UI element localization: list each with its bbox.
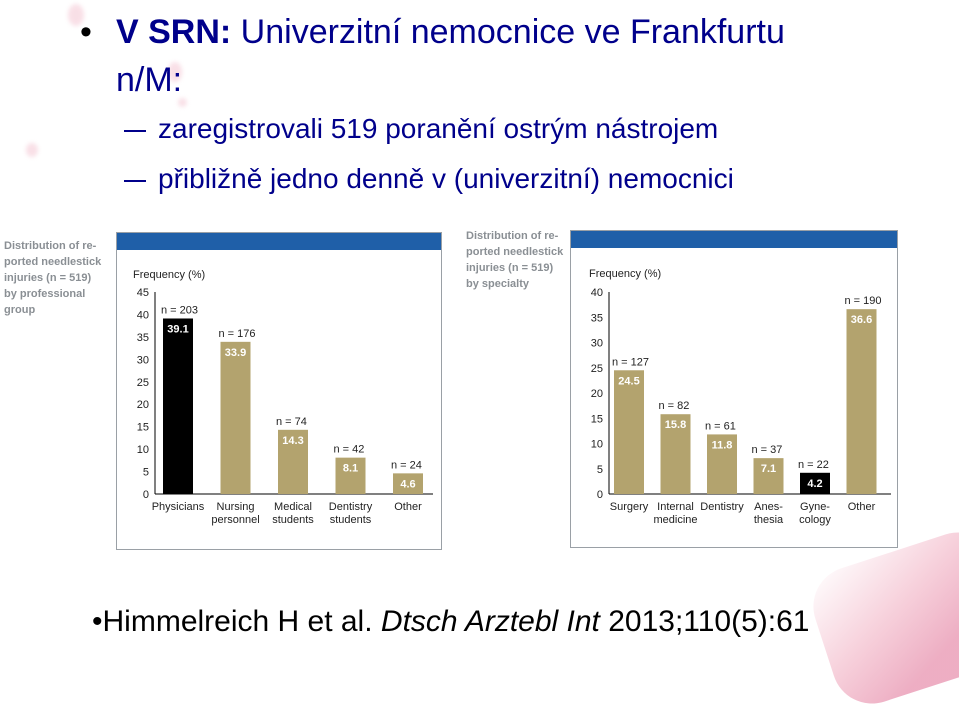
bar-n-label: n = 127 [612, 356, 649, 368]
slide-title: V SRN: Univerzitní nemocnice ve Frankfur… [116, 12, 785, 52]
x-tick-label: Other [848, 501, 876, 513]
bar-n-label: n = 42 [334, 444, 365, 456]
decor-blob [26, 143, 38, 157]
y-tick-label: 20 [591, 388, 603, 400]
y-tick-label: 40 [591, 287, 603, 299]
y-axis-label: Frequency (%) [133, 269, 205, 281]
y-tick-label: 30 [591, 338, 603, 350]
bar [220, 341, 251, 494]
y-tick-label: 30 [137, 354, 149, 366]
bar-n-label: n = 82 [659, 400, 690, 412]
y-tick-label: 0 [143, 489, 149, 501]
y-tick-label: 20 [137, 399, 149, 411]
decor-blob [168, 62, 182, 82]
y-tick-label: 25 [137, 377, 149, 389]
x-tick-label: Medical [274, 501, 312, 513]
x-tick-label: personnel [211, 514, 259, 526]
chart-svg: Frequency (%) 0 5 10 15 20 25 30 35 40 24.5 n = 127… [589, 268, 891, 526]
citation-journal: Dtsch Arztebl Int [380, 605, 600, 638]
subpoint-2-text: přibližně jedno denně v (univerzitní) ne… [158, 163, 734, 194]
x-tick-label: Internal [657, 501, 694, 513]
x-tick-label: Anes- [754, 501, 783, 513]
dash-marker [124, 129, 146, 132]
bar-n-label: n = 176 [219, 328, 256, 340]
x-tick-label: Other [394, 501, 422, 513]
bar [753, 458, 784, 494]
bar [393, 473, 423, 494]
x-tick-label: Nursing [217, 501, 255, 513]
bar-value-label: 11.8 [712, 439, 733, 451]
chart-header-bar [571, 231, 897, 248]
bar [707, 434, 737, 494]
y-tick-label: 10 [591, 439, 603, 451]
decor-blob [178, 98, 187, 107]
bar-n-label: n = 203 [161, 304, 198, 316]
bar [614, 370, 644, 494]
bar-value-label: 4.6 [400, 478, 415, 490]
y-tick-label: 15 [591, 413, 603, 425]
chart-caption-left: Distribution of re-ported needlestick in… [4, 240, 102, 316]
x-tick-label: students [330, 514, 372, 526]
subpoint-1: zaregistrovali 519 poranění ostrým nástr… [124, 112, 718, 146]
y-tick-label: 15 [137, 422, 149, 434]
x-tick-label: Surgery [610, 501, 649, 513]
bar [846, 309, 877, 494]
bar [278, 429, 308, 494]
bar-value-label: 39.1 [167, 323, 188, 335]
bar-value-label: 14.3 [282, 435, 303, 447]
bar-value-label: 24.5 [618, 375, 639, 387]
y-tick-label: 5 [597, 464, 603, 476]
chart-professional-group: Frequency (%) 0 5 10 15 20 25 30 35 40 45 39.1 n = 2… [116, 232, 442, 550]
bar [335, 457, 366, 494]
x-tick-label: Physicians [152, 501, 205, 513]
bar [660, 414, 691, 494]
x-tick-label: Dentistry [700, 501, 744, 513]
decor-band [803, 522, 959, 714]
bar-n-label: n = 37 [752, 444, 783, 456]
y-tick-label: 45 [137, 287, 149, 299]
bar-value-label: 36.6 [851, 314, 872, 326]
chart-specialty: Frequency (%) 0 5 10 15 20 25 30 35 40 24.5 n = 127… [570, 230, 898, 548]
y-tick-label: 40 [137, 309, 149, 321]
title-bold: V SRN: [116, 13, 232, 51]
decor-blob [68, 4, 84, 26]
y-tick-label: 0 [597, 489, 603, 501]
citation-suffix: 2013;110(5):61 [599, 605, 810, 638]
x-tick-label: Gyne- [800, 501, 830, 513]
bar-value-label: 8.1 [343, 463, 358, 475]
bar-n-label: n = 24 [391, 459, 422, 471]
y-tick-label: 10 [137, 444, 149, 456]
title-rest: Univerzitní nemocnice ve Frankfurtu [231, 13, 785, 51]
bar-n-label: n = 74 [276, 416, 307, 428]
chart-header-bar [117, 233, 441, 250]
citation: •Himmelreich H et al. Dtsch Arztebl Int … [92, 604, 809, 640]
dash-marker [124, 179, 146, 182]
bar-value-label: 15.8 [665, 419, 686, 431]
x-tick-label: cology [799, 514, 831, 526]
bar-n-label: n = 22 [798, 459, 829, 471]
subpoint-2: přibližně jedno denně v (univerzitní) ne… [124, 162, 734, 196]
bar [163, 318, 193, 494]
bar-value-label: 7.1 [761, 463, 776, 475]
chart-svg: Frequency (%) 0 5 10 15 20 25 30 35 40 45 39.1 n = 2… [133, 269, 433, 526]
bar-value-label: 4.2 [807, 478, 822, 490]
x-tick-label: medicine [653, 514, 697, 526]
x-tick-label: Dentistry [329, 501, 373, 513]
slide-title-line2: n/M: [116, 61, 183, 99]
x-tick-label: thesia [754, 514, 784, 526]
bar-n-label: n = 190 [845, 295, 882, 307]
y-tick-label: 25 [591, 363, 603, 375]
title-bullet: • [80, 13, 92, 51]
chart-caption-right: Distribution of re-ported needlestick in… [466, 230, 564, 290]
bar-value-label: 33.9 [225, 347, 246, 359]
bar-n-label: n = 61 [705, 420, 736, 432]
bar [800, 472, 830, 494]
y-tick-label: 35 [137, 332, 149, 344]
citation-prefix: •Himmelreich H et al. [92, 605, 381, 638]
subpoint-1-text: zaregistrovali 519 poranění ostrým nástr… [158, 113, 719, 144]
y-tick-label: 35 [591, 312, 603, 324]
x-tick-label: students [272, 514, 314, 526]
y-tick-label: 5 [143, 467, 149, 479]
y-axis-label: Frequency (%) [589, 268, 661, 280]
